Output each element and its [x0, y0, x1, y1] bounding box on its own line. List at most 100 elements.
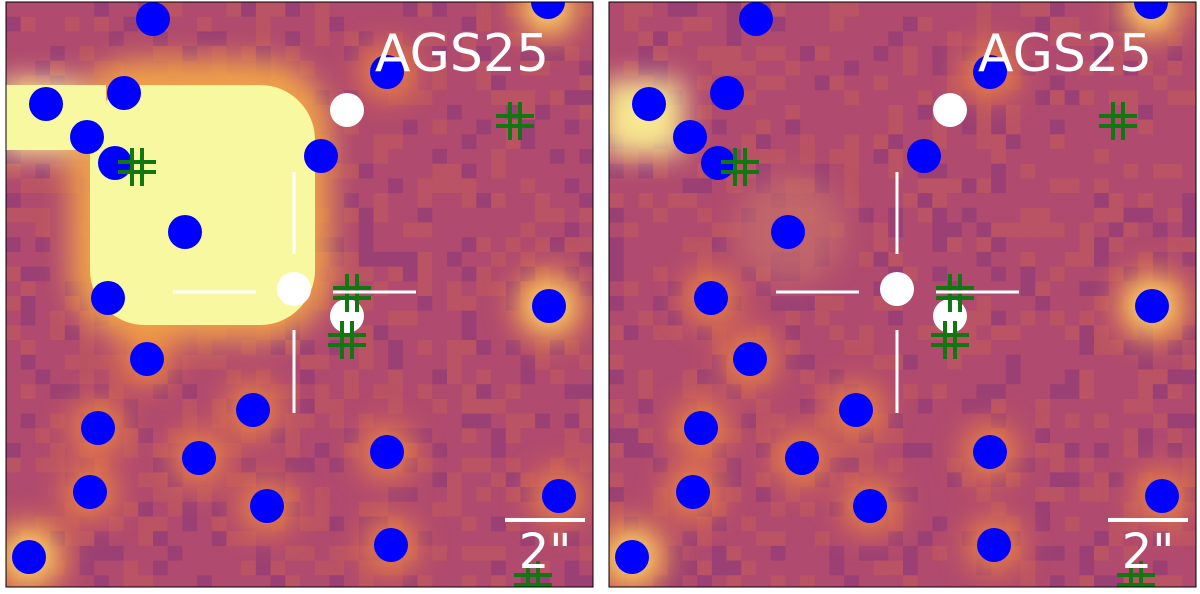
pixel	[432, 163, 447, 179]
pixel	[1094, 281, 1109, 296]
pixel	[535, 354, 550, 370]
pixel	[329, 237, 345, 252]
blue-source	[168, 215, 202, 249]
pixel	[314, 560, 330, 576]
pixel	[64, 384, 80, 399]
pixel	[1050, 266, 1065, 282]
pixel	[1064, 178, 1080, 194]
pixel	[270, 560, 286, 576]
pixel	[1123, 163, 1139, 179]
pixel	[579, 104, 593, 120]
pixel	[976, 487, 992, 502]
pixel	[711, 119, 727, 135]
panel-label: AGS25	[375, 24, 549, 84]
pixel	[447, 369, 462, 385]
blue-source	[29, 87, 63, 121]
pixel	[1167, 443, 1183, 458]
pixel	[1064, 472, 1080, 488]
pixel	[947, 31, 962, 47]
pixel	[711, 60, 727, 76]
pixel	[609, 369, 624, 385]
pixel	[579, 193, 593, 208]
pixel	[94, 531, 109, 546]
pixel	[461, 457, 477, 473]
pixel	[1050, 31, 1065, 47]
pixel	[579, 384, 593, 399]
pixel	[6, 443, 21, 458]
pixel	[50, 384, 65, 399]
pixel	[535, 413, 550, 429]
pixel	[358, 340, 374, 355]
scale-bar-label: 2"	[1122, 524, 1175, 580]
pixel	[329, 457, 345, 473]
pixel	[638, 31, 654, 47]
pixel	[609, 296, 624, 311]
pixel	[726, 545, 742, 561]
pixel	[402, 222, 418, 238]
pixel	[549, 90, 565, 105]
blue-source	[676, 475, 710, 509]
white-source	[277, 272, 311, 306]
pixel	[1020, 310, 1036, 326]
pixel	[1123, 428, 1139, 443]
pixel	[564, 428, 580, 443]
pixel	[682, 237, 698, 252]
pixel	[300, 354, 315, 370]
pixel	[285, 428, 300, 443]
pixel	[961, 178, 977, 194]
pixel	[447, 178, 462, 194]
pixel	[344, 251, 359, 267]
pixel	[138, 501, 153, 517]
pixel	[1050, 310, 1065, 326]
pixel	[491, 472, 506, 488]
pixel	[447, 296, 462, 311]
pixel	[697, 46, 712, 61]
pixel	[653, 266, 668, 282]
pixel	[476, 2, 492, 17]
pixel	[1064, 251, 1080, 267]
pixel	[1167, 413, 1183, 429]
pixel	[167, 501, 183, 517]
pixel	[1094, 472, 1109, 488]
pixel	[609, 266, 624, 282]
pixel	[961, 398, 977, 414]
pixel	[579, 149, 593, 164]
pixel	[388, 384, 403, 399]
green-marker	[514, 561, 552, 587]
pixel	[153, 531, 168, 546]
pixel	[756, 413, 771, 429]
pixel	[388, 340, 403, 355]
pixel	[638, 369, 654, 385]
pixel	[417, 31, 433, 47]
pixel	[417, 384, 433, 399]
pixel	[1152, 560, 1168, 576]
pixel	[329, 560, 345, 576]
pixel	[829, 296, 845, 311]
pixel	[476, 237, 492, 252]
pixel	[667, 31, 683, 47]
pixel	[638, 428, 654, 443]
blue-source	[73, 475, 107, 509]
pixel	[505, 428, 521, 443]
pixel	[138, 531, 153, 546]
pixel	[844, 2, 859, 17]
pixel	[417, 575, 433, 587]
pixel	[1050, 90, 1065, 105]
pixel	[388, 178, 403, 194]
pixel	[697, 75, 712, 91]
green-marker	[1099, 102, 1137, 140]
pixel	[682, 531, 698, 546]
pixel	[94, 575, 109, 587]
pixel	[638, 2, 654, 17]
pixel	[373, 384, 389, 399]
white-source	[880, 272, 914, 306]
pixel	[1020, 222, 1036, 238]
pixel	[461, 340, 477, 355]
pixel	[1050, 443, 1065, 458]
pixel	[505, 472, 521, 488]
pixel	[991, 163, 1006, 179]
pixel	[1152, 222, 1168, 238]
pixel	[314, 384, 330, 399]
pixel	[770, 296, 786, 311]
pixel	[432, 545, 447, 561]
